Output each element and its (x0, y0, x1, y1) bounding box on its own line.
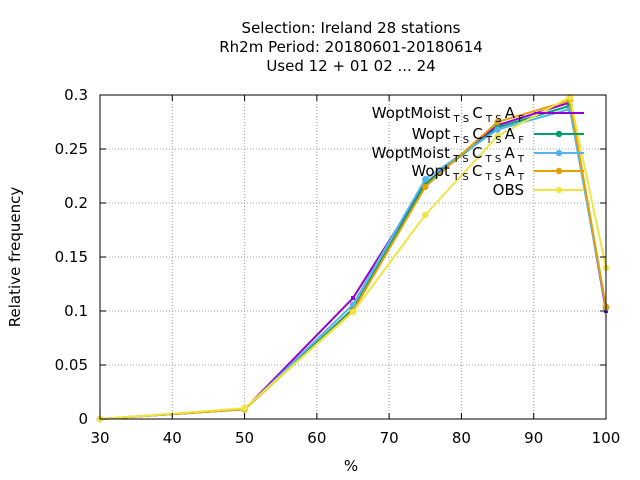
x-tick-label: 90 (524, 429, 543, 447)
grid-lines (100, 95, 606, 419)
title-line-2: Rh2m Period: 20180601-20180614 (219, 38, 483, 56)
legend-entry-1: WoptMoist T S C T S A F (372, 104, 584, 125)
legend-marker (555, 186, 563, 194)
legend-entry-4: Wopt T S C T S A T (411, 162, 584, 183)
title-line-3: Used 12 + 01 02 ... 24 (266, 57, 435, 75)
y-tick-label: 0 (78, 410, 88, 428)
series-5 (96, 93, 610, 423)
legend-marker (555, 149, 563, 157)
legend: WoptMoist T S C T S A F Wopt T S C T S A… (371, 104, 584, 199)
series-4 (96, 97, 610, 423)
legend-marker (555, 130, 563, 138)
series-3 (96, 105, 610, 423)
legend-label: Wopt T S C T S A T (411, 162, 524, 183)
series-line (99, 108, 607, 420)
data-point (349, 308, 357, 316)
legend-entry-3: WoptMoist T S C T S A T (371, 144, 584, 165)
data-point (422, 176, 429, 183)
y-tick-label: 0.2 (64, 194, 88, 212)
data-point (422, 211, 429, 219)
x-tick-label: 100 (592, 429, 621, 447)
data-point (351, 296, 355, 301)
data-point (494, 132, 501, 140)
x-tick-label: 60 (307, 429, 326, 447)
legend-label: OBS (493, 181, 524, 199)
x-tick-label: 30 (90, 429, 109, 447)
x-tick-label: 50 (235, 429, 254, 447)
title-line-1: Selection: Ireland 28 stations (242, 19, 461, 37)
data-point (241, 405, 248, 412)
x-axis-label: % (344, 457, 358, 475)
series-line (99, 104, 607, 420)
legend-entry-5: OBS (493, 181, 584, 199)
series-line (99, 96, 607, 420)
data-point (494, 118, 501, 126)
data-point (422, 183, 429, 190)
legend-entry-2: Wopt T S C T S A F (412, 125, 584, 146)
series-layer (96, 93, 610, 423)
series-2 (96, 102, 610, 423)
x-tick-label: 70 (380, 429, 399, 447)
legend-label: WoptMoist T S C T S A T (371, 144, 524, 165)
data-point (349, 301, 357, 308)
y-tick-label: 0.3 (64, 86, 88, 104)
y-axis-label: Relative frequency (6, 187, 24, 328)
data-point (494, 126, 501, 133)
series-line (99, 99, 607, 420)
x-tick-label: 40 (163, 429, 182, 447)
x-tick-label: 80 (452, 429, 471, 447)
legend-marker (555, 167, 563, 175)
data-point (566, 93, 574, 101)
y-tick-label: 0.05 (55, 356, 88, 374)
series-line (99, 101, 607, 420)
y-tick-label: 0.15 (55, 248, 88, 266)
y-tick-label: 0.25 (55, 140, 88, 158)
legend-label: Wopt T S C T S A F (412, 125, 524, 146)
y-tick-label: 0.1 (64, 302, 88, 320)
chart-title: Selection: Ireland 28 stations Rh2m Peri… (219, 19, 483, 75)
legend-label: WoptMoist T S C T S A F (372, 104, 524, 125)
axis-ticks: 30 40 50 60 70 80 90 100 0 0.05 0.1 0.15 0.2 0.25 0.3 (55, 86, 621, 447)
